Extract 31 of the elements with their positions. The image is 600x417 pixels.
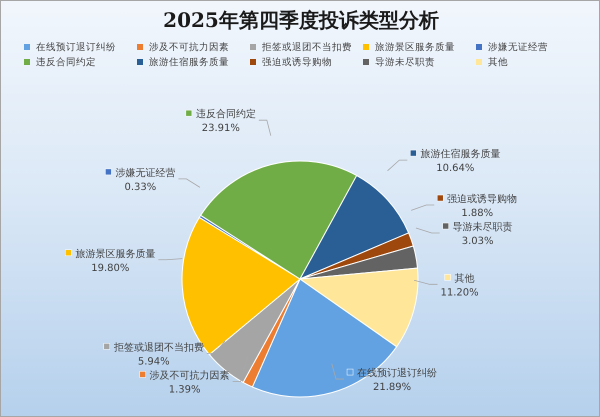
data-label: 10.64%: [436, 163, 474, 174]
data-label: 21.89%: [372, 382, 412, 394]
category-label: 其他: [488, 56, 508, 68]
category-label: 涉嫌无证经营: [488, 42, 548, 52]
legend-label: 涉嫌无证经营: [115, 166, 176, 179]
data-label: 19.80%: [91, 262, 130, 274]
category-label: 涉及不可抗力因素: [149, 42, 229, 52]
legend-label: 违反合同约定: [196, 108, 256, 120]
legend-label: 在线预订退订纠纷: [357, 367, 438, 380]
data-label: 3.03%: [462, 236, 494, 248]
data-label: 5.94%: [138, 356, 170, 368]
data-label: 0.33%: [124, 182, 156, 193]
category-label: 强迫或诱导购物: [262, 56, 332, 68]
data-label: 1.88%: [461, 208, 494, 220]
legend-label: 导游未尽职责: [452, 221, 513, 234]
category-label: 违反合同约定: [36, 56, 96, 68]
legend-label: 强迫或诱导购物: [447, 193, 518, 206]
legend-label: 其他: [454, 272, 475, 284]
data-label: 1.39%: [168, 384, 201, 396]
legend-label: 旅游住宿服务质量: [420, 148, 500, 160]
category-label: 在线预订退订纠纷: [36, 42, 116, 52]
data-label: 23.91%: [202, 123, 240, 134]
category-label: 拒签或退团不当扣费: [262, 42, 352, 52]
legend-label: 拒签或退团不当扣费: [112, 341, 204, 354]
legend-label: 涉及不可抗力因素: [150, 369, 230, 382]
category-label: 旅游住宿服务质量: [149, 56, 229, 68]
chart-title: 2025年第四季度投诉类型分析: [162, 7, 440, 34]
category-label: 导游未尽职责: [375, 56, 435, 68]
legend-label: 旅游景区服务质量: [75, 248, 156, 260]
category-label: 旅游景区服务质量: [375, 42, 455, 52]
data-label: 11.20%: [440, 287, 479, 298]
